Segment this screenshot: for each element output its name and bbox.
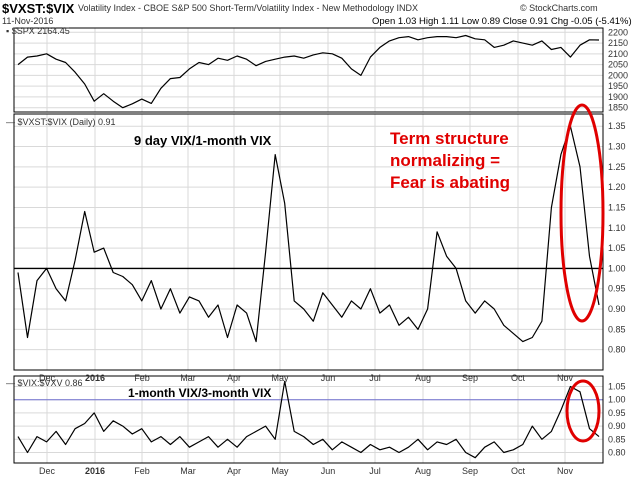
panel1-ytick-label: 1900 [608, 92, 628, 102]
xtick-label: Sep [462, 466, 478, 476]
panel3-series-line [17, 380, 600, 459]
xtick-label: Aug [415, 373, 431, 383]
xtick-label: Dec [39, 466, 56, 476]
xtick-label: Nov [557, 373, 574, 383]
panel2-ytick-label: 1.30 [608, 142, 626, 152]
panel2-ytick-label: 1.15 [608, 202, 626, 212]
vxst-vix-legend: — $VXST:$VIX (Daily) 0.91 [6, 117, 116, 127]
xtick-label: May [271, 373, 289, 383]
xtick-label: Aug [415, 466, 431, 476]
xtick-label: Feb [134, 373, 150, 383]
panel1-frame [13, 27, 604, 113]
stockcharts-logo: © StockCharts.com [520, 3, 598, 13]
annotation-line-2: normalizing = [390, 151, 501, 170]
xtick-label: Jul [369, 466, 381, 476]
xtick-label: Feb [134, 466, 150, 476]
panel3-ytick-label: 0.95 [608, 408, 626, 418]
xtick-label: Jun [321, 373, 336, 383]
xtick-label: Apr [227, 373, 241, 383]
xtick-label: Apr [227, 466, 241, 476]
panel3-ytick-label: 0.80 [608, 447, 626, 457]
highlight-ellipse-panel2 [559, 103, 605, 323]
panel2-series-line [17, 125, 600, 343]
panel3-ytick-label: 0.90 [608, 421, 626, 431]
annotation-line-1: Term structure [390, 129, 509, 148]
panel1-ytick-label: 2200 [608, 27, 628, 37]
xtick-label: Sep [462, 373, 478, 383]
panel1-ytick-label: 2150 [608, 38, 628, 48]
panel1-ytick-label: 2050 [608, 60, 628, 70]
panel1-ytick-label: 2100 [608, 49, 628, 59]
panel2-ytick-label: 0.80 [608, 345, 626, 355]
panel2-ytick-label: 1.35 [608, 121, 626, 131]
xtick-label: Nov [557, 466, 574, 476]
panel2-ytick-label: 1.05 [608, 243, 626, 253]
chart-description: Volatility Index - CBOE S&P 500 Short-Te… [78, 3, 418, 13]
description-text: Volatility Index - CBOE S&P 500 Short-Te… [78, 3, 394, 13]
xtick-label: Jun [321, 466, 336, 476]
ohlc-readout: Open 1.03 High 1.11 Low 0.89 Close 0.91 … [372, 16, 632, 27]
xtick-label: Jul [369, 373, 381, 383]
panel1-series-line [17, 34, 600, 109]
exchange-label: INDX [396, 3, 419, 13]
chart-date: 11-Nov-2016 [2, 16, 54, 26]
xtick-label: 2016 [85, 466, 105, 476]
annotation-line-3: Fear is abating [390, 173, 510, 192]
xtick-label: Oct [511, 466, 526, 476]
annotation-term-structure: Term structure normalizing = Fear is aba… [390, 128, 560, 194]
panel2-ytick-label: 1.10 [608, 223, 626, 233]
panel1-ytick-label: 1850 [608, 103, 628, 113]
xtick-label: Mar [180, 373, 196, 383]
panel3-frame [13, 375, 604, 464]
panel1-ytick-label: 2000 [608, 70, 628, 80]
panel2-ytick-label: 1.00 [608, 263, 626, 273]
xtick-label: Oct [511, 373, 526, 383]
xtick-label: Dec [39, 373, 56, 383]
panel3-ytick-label: 0.85 [608, 434, 626, 444]
chart-ticker: $VXST:$VIX [2, 1, 75, 16]
vix-vxv-legend: — $VIX:$VXV 0.86 [6, 378, 83, 388]
spx-legend: ▪ $SPX 2164.45 [6, 26, 70, 36]
panel2-ytick-label: 0.85 [608, 324, 626, 334]
xtick-label: May [271, 466, 289, 476]
annotation-1month-vix: 1-month VIX/3-month VIX [128, 386, 272, 400]
xtick-label: Mar [180, 466, 196, 476]
panel2-ytick-label: 1.20 [608, 182, 626, 192]
panel3-ytick-label: 1.00 [608, 395, 626, 405]
panel2-ytick-label: 0.95 [608, 284, 626, 294]
panel2-ytick-label: 0.90 [608, 304, 626, 314]
panel2-ytick-label: 1.25 [608, 162, 626, 172]
xtick-label: 2016 [85, 373, 105, 383]
panel1-ytick-label: 1950 [608, 81, 628, 91]
panel3-ytick-label: 1.05 [608, 382, 626, 392]
highlight-ellipse-panel3 [565, 379, 601, 443]
annotation-9day-vix: 9 day VIX/1-month VIX [134, 133, 272, 148]
